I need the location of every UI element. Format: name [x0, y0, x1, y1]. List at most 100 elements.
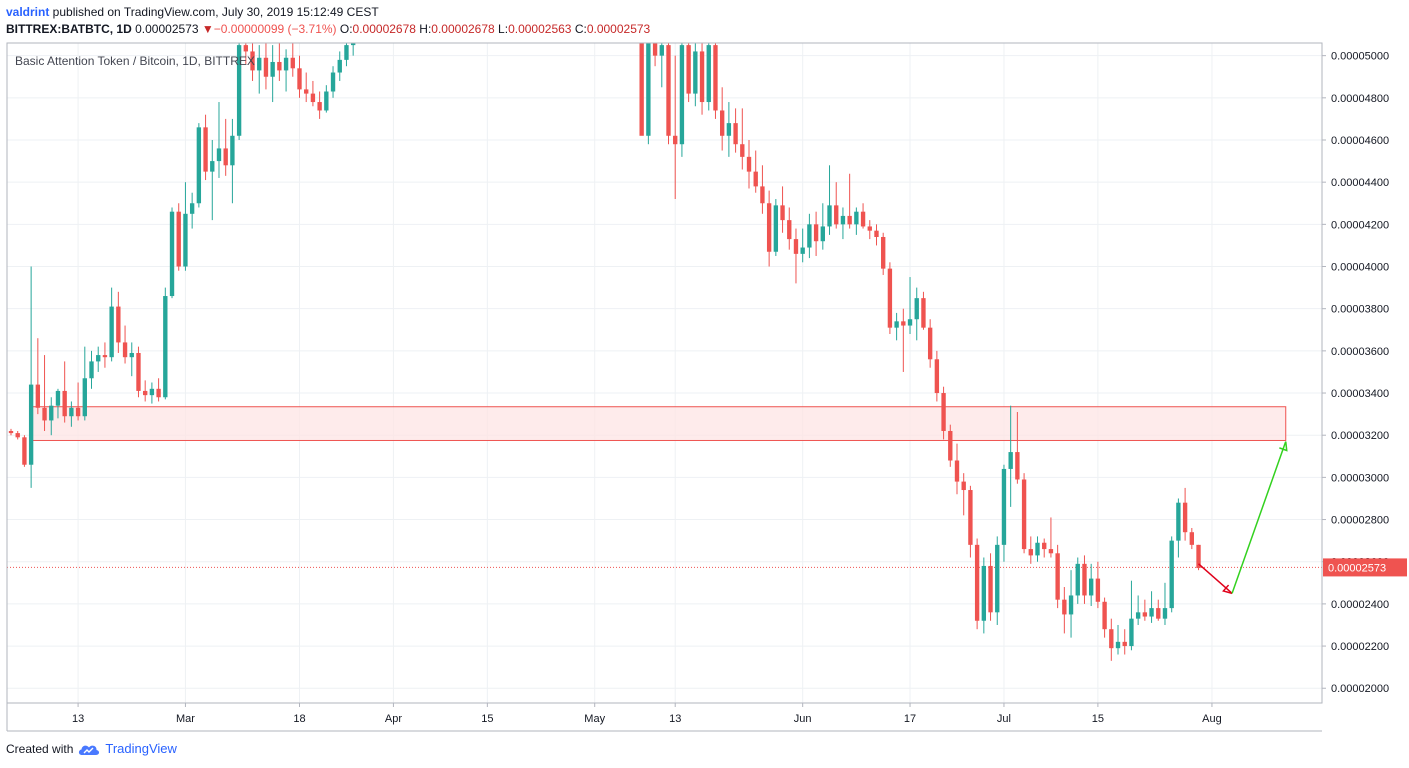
candle-down	[1182, 487, 1188, 541]
author-link[interactable]: valdrint	[6, 5, 50, 19]
chart-title: Basic Attention Token / Bitcoin, 1D, BIT…	[15, 54, 255, 68]
candle-down	[780, 186, 785, 233]
candle-body	[1088, 578, 1094, 596]
projection-arrows[interactable]	[1198, 441, 1288, 595]
candle-down	[766, 190, 772, 267]
candle-body	[69, 407, 74, 417]
candle-down	[901, 308, 906, 372]
candle-up	[1162, 582, 1168, 625]
symbol-label: BITTREX:BATBTC, 1D	[6, 22, 132, 36]
price-change: −0.00000099 (−3.71%)	[213, 22, 337, 36]
candle-body	[109, 306, 114, 358]
candle-body	[760, 186, 765, 204]
candle-down	[277, 43, 282, 81]
candle-body	[901, 321, 906, 326]
candle-body	[713, 45, 718, 111]
price-chart[interactable]: 0.00005000 0.00004800 0.00004600 0.00004400…	[0, 0, 1409, 740]
price-tick-label: 0.00004600	[1331, 135, 1389, 147]
candle-down	[102, 342, 108, 368]
resistance-zone[interactable]	[30, 406, 1287, 441]
candle-down	[250, 43, 255, 81]
candle-down	[867, 220, 872, 240]
price-tick-label: 0.00002400	[1331, 599, 1389, 611]
candle-up	[183, 182, 188, 271]
candle-up	[1001, 464, 1007, 562]
candle-body	[1149, 608, 1154, 617]
candle-up	[820, 203, 825, 250]
candle-body	[1028, 549, 1033, 556]
candle-body	[1182, 502, 1188, 533]
candle-body	[257, 57, 262, 71]
candle-down	[927, 319, 933, 368]
candle-up	[350, 43, 356, 56]
candle-down	[75, 382, 81, 421]
created-with-label: Created with	[6, 741, 74, 756]
candle-body	[1062, 599, 1067, 615]
candle-body	[693, 51, 698, 94]
candle-down	[8, 428, 14, 436]
candle-body	[988, 565, 993, 613]
last-price-label: 0.00002573	[1328, 562, 1386, 574]
candle-body	[89, 361, 94, 379]
candle-body	[35, 384, 41, 408]
candle-body	[646, 43, 651, 136]
candle-up	[773, 199, 779, 256]
candle-body	[867, 226, 872, 231]
candle-down	[793, 228, 799, 284]
candle-up	[169, 207, 175, 299]
projection-arrow-down[interactable]	[1198, 563, 1233, 595]
candle-body	[129, 352, 134, 358]
candle-down	[35, 338, 41, 415]
candle-body	[116, 306, 121, 343]
candle-down	[1142, 599, 1148, 621]
candle-down	[143, 380, 148, 402]
arrow-head	[1279, 441, 1288, 452]
candle-down	[713, 43, 718, 119]
candle-down	[1196, 544, 1201, 571]
candle-down	[62, 361, 67, 423]
candles	[8, 43, 1201, 661]
candle-body	[827, 205, 832, 227]
candle-body	[230, 135, 235, 166]
candle-body	[1122, 641, 1127, 647]
candle-body	[122, 342, 128, 358]
price-axis[interactable]: 0.00005000 0.00004800 0.00004600 0.00004400…	[1322, 51, 1389, 696]
candle-body	[1035, 542, 1040, 556]
candle-down	[813, 211, 819, 256]
candle-down	[1062, 587, 1067, 634]
projection-arrow-up[interactable]	[1231, 441, 1288, 594]
candle-body	[860, 211, 866, 227]
candle-down	[639, 43, 644, 136]
candle-down	[1122, 629, 1127, 655]
candle-body	[726, 123, 732, 136]
candle-body	[216, 148, 222, 162]
arrow-head	[1222, 584, 1233, 595]
candle-down	[941, 386, 946, 440]
candle-body	[766, 203, 772, 252]
candle-up	[257, 45, 262, 94]
candle-body	[96, 355, 101, 362]
candle-up	[907, 277, 913, 334]
candle-up	[1135, 595, 1141, 625]
high-label: H:	[419, 22, 432, 36]
candle-down	[22, 435, 27, 467]
candle-up	[69, 401, 74, 427]
candle-body	[686, 45, 691, 94]
candle-up	[82, 346, 87, 421]
candle-body	[974, 544, 980, 621]
tradingview-cloud-icon	[79, 745, 100, 755]
candle-down	[673, 55, 678, 200]
candle-down	[954, 443, 960, 495]
candle-down	[243, 43, 249, 65]
candle-body	[746, 156, 752, 172]
candle-body	[1142, 612, 1148, 617]
candle-body	[1075, 563, 1080, 596]
candle-body	[652, 43, 658, 56]
tradingview-brand-link[interactable]: TradingView	[105, 741, 177, 756]
candle-body	[1095, 578, 1101, 602]
candle-down	[860, 203, 866, 229]
time-axis[interactable]: 13 Mar 18 Apr 15 May 13 Jun 17 Jul 15 Aug	[72, 703, 1222, 725]
candle-body	[304, 89, 309, 94]
candle-down	[1189, 527, 1194, 550]
resistance-zone-rect[interactable]	[30, 406, 1287, 441]
